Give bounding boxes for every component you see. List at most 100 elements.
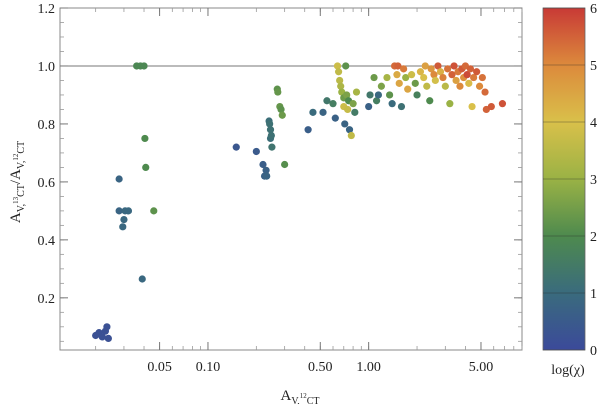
data-point [333,62,342,70]
colorbar-tick-label: 6 [590,2,597,17]
data-point [430,71,438,79]
y-tick-label: 1.0 [38,60,56,75]
data-point [344,105,352,114]
data-point [252,147,260,156]
colorbar-gradient [542,7,586,351]
data-point [141,134,149,143]
data-point [473,68,481,76]
data-point [119,223,127,231]
x-tick-label: 1.00 [356,360,381,375]
data-point [370,73,378,82]
data-point [411,79,419,87]
data-point [343,91,351,99]
data-point [337,82,345,90]
data-point [124,207,133,215]
data-point [266,126,275,134]
data-point [434,62,442,70]
data-point [259,160,267,169]
y-axis-label-den-main: A [8,169,24,180]
data-point [319,108,327,116]
colorbar: 0 1 2 3 4 5 6 [542,2,597,359]
y-axis-label-den-sub: V, [16,161,27,169]
data-point [267,131,275,140]
x-axis-label-sub2: CT [307,396,320,404]
data-point [402,73,410,82]
data-point [331,114,339,122]
x-tick-label: 0.50 [308,360,333,375]
y-tick-label: 0.8 [38,118,56,133]
data-point [452,76,460,85]
colorbar-tick-label: 3 [590,173,597,188]
data-point [347,131,355,140]
data-point [498,100,507,108]
data-point [277,105,285,114]
data-point [278,111,286,119]
data-point [334,68,343,76]
y-axis-label-num-sub: V, [16,204,27,212]
plot-frame [59,7,523,351]
data-point [426,97,434,105]
data-point [115,175,123,183]
x-tick-label: 0.05 [147,360,172,375]
data-point [336,76,344,85]
data-point [383,73,391,82]
y-axis-label-den-sup: 12 [12,153,20,161]
colorbar-tick-label: 2 [590,230,597,245]
data-point [366,91,374,99]
data-point [427,65,435,73]
data-point [465,79,473,87]
data-point [436,68,445,76]
x-axis-label-main: A [280,388,291,404]
y-axis-label-num-sup: 13 [12,196,20,204]
y-axis-label-num-main: A [8,212,24,223]
data-point [466,65,475,73]
data-point [416,68,425,76]
data-point [304,126,312,134]
data-point [468,102,476,111]
y-tick-label: 0.4 [38,234,56,249]
data-point [478,73,486,82]
x-axis-label-sup: 12 [300,392,308,400]
y-axis-label: AV,13CT/AV,12CT [8,141,27,223]
data-point [365,102,373,111]
y-axis-label-num-sub2: CT [16,184,27,197]
data-point [386,91,394,99]
data-point [397,102,406,111]
data-point [323,97,331,105]
data-point [475,82,484,90]
data-point [470,73,478,82]
data-point [266,120,274,128]
colorbar-tick-label: 4 [590,116,597,131]
data-point [372,97,381,105]
data-point [103,323,111,331]
y-tick-label: 1.2 [38,2,56,17]
y-axis-label-den-sub2: CT [16,141,27,154]
colorbar-label: log(χ) [551,363,585,378]
data-point [329,100,337,108]
plot-area: 0.05 0.10 0.50 1.00 5.00 0.2 0.4 0.6 0.8 1.0 1.2 [38,2,523,375]
data-point [481,88,489,96]
data-point [274,88,282,96]
data-point [268,143,276,151]
data-point [262,166,270,174]
data-point [450,62,458,70]
data-point [407,71,416,79]
data-point [115,207,123,215]
colorbar-tick-label: 0 [590,344,597,359]
y-axis-label-sep: / [8,179,24,184]
data-point [377,82,385,90]
data-point [431,76,439,85]
data-point [374,91,383,99]
data-point [444,65,452,73]
data-point [388,100,396,108]
y-tick-label: 0.2 [38,292,56,307]
data-point [138,275,146,283]
data-point [420,73,428,82]
data-point [142,163,150,172]
data-point [120,215,128,224]
data-point [487,102,495,111]
colorbar-tick-label: 5 [590,59,597,74]
x-tick-label: 5.00 [469,360,494,375]
data-point [150,207,158,215]
